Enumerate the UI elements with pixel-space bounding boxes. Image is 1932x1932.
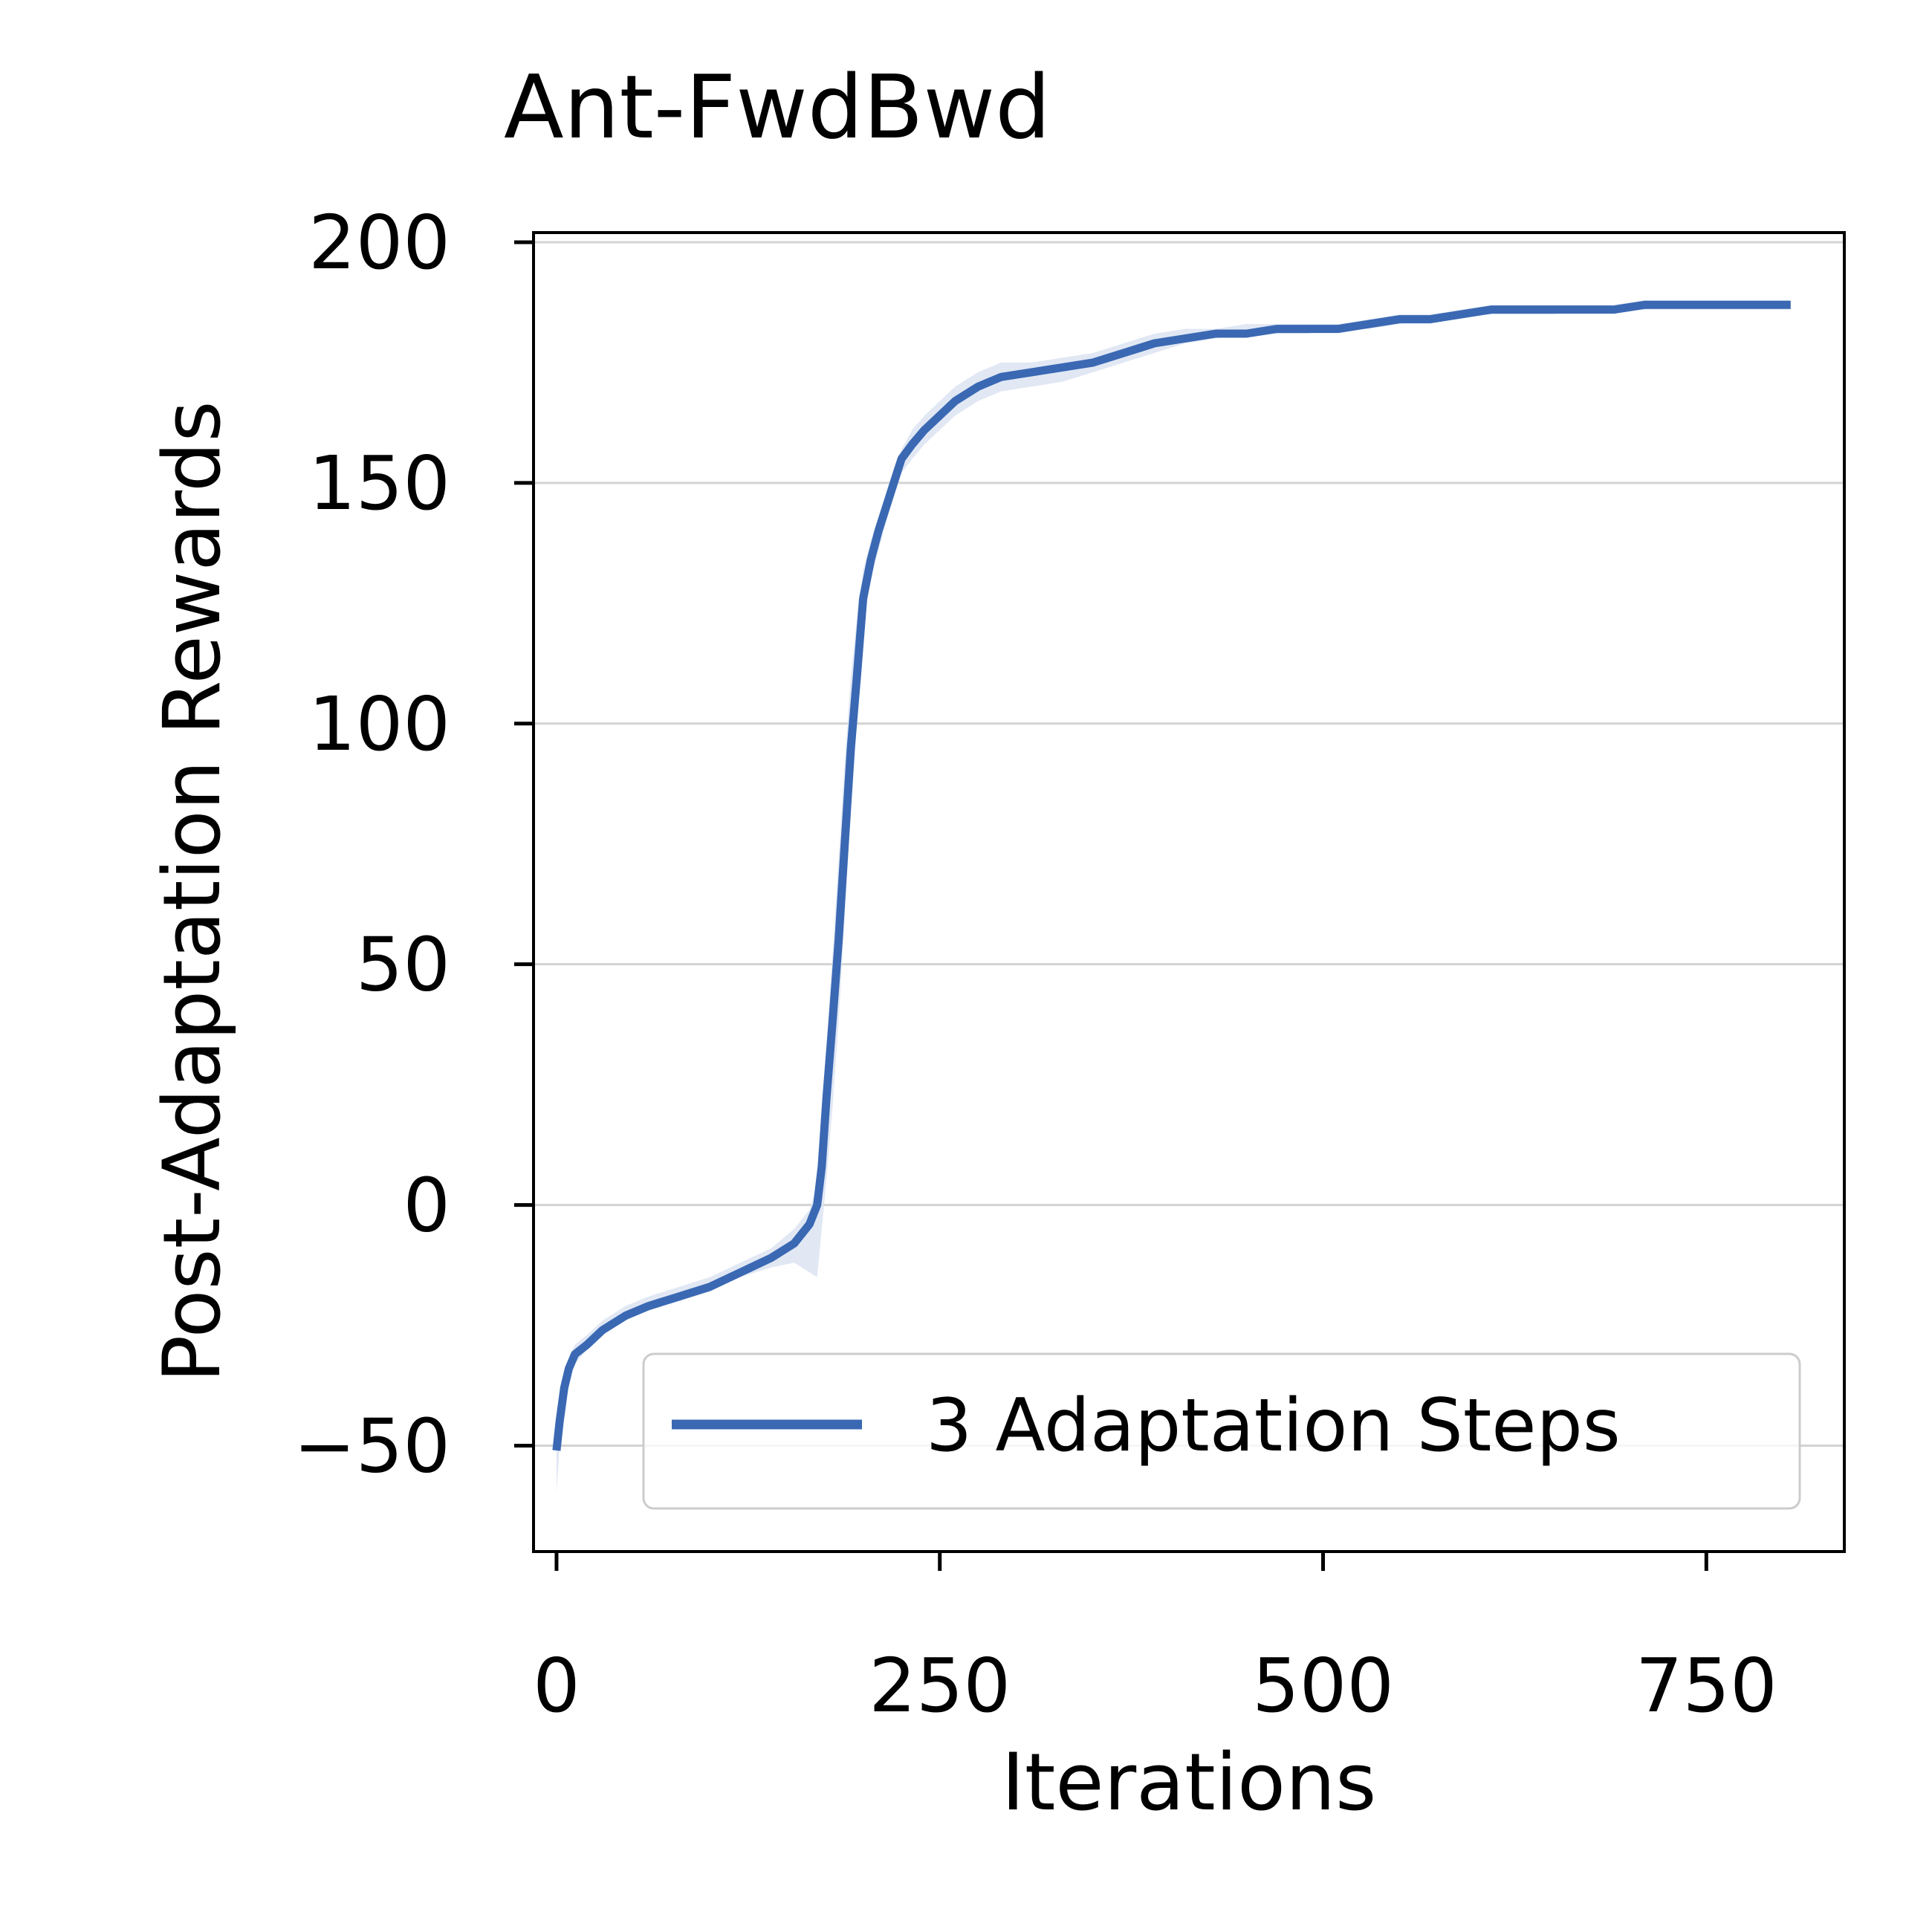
- plot-frame: [532, 231, 1846, 1553]
- series-line-layer: [552, 300, 1791, 1451]
- y-axis-ticks: −50 0 50 100 150 200: [294, 199, 534, 1489]
- x-tick-label-0: 0: [533, 1642, 580, 1729]
- y-tick-label-1: 0: [403, 1162, 450, 1249]
- y-tick-label-2: 50: [356, 921, 450, 1008]
- series-line-3-adaptation-steps: [552, 300, 1791, 1451]
- y-axis-label: Post-Adaptation Rewards: [146, 401, 238, 1382]
- x-tick-label-2: 500: [1252, 1642, 1394, 1729]
- y-tick-label-4: 150: [308, 440, 450, 527]
- x-axis-ticks: 0 250 500 750: [533, 1552, 1777, 1729]
- chart-title: Ant-FwdBwd: [504, 56, 1051, 158]
- legend-frame: [642, 1352, 1801, 1510]
- y-tick-label-0: −50: [294, 1402, 450, 1489]
- x-tick-label-3: 750: [1636, 1642, 1777, 1729]
- x-tick-label-1: 250: [869, 1642, 1011, 1729]
- legend-label: 3 Adaptation Steps: [926, 1384, 1621, 1468]
- y-tick-label-5: 200: [308, 199, 450, 286]
- y-tick-label-3: 100: [308, 681, 450, 768]
- legend: 3 Adaptation Steps: [642, 1352, 1801, 1510]
- x-axis-label: Iterations: [1002, 1737, 1377, 1828]
